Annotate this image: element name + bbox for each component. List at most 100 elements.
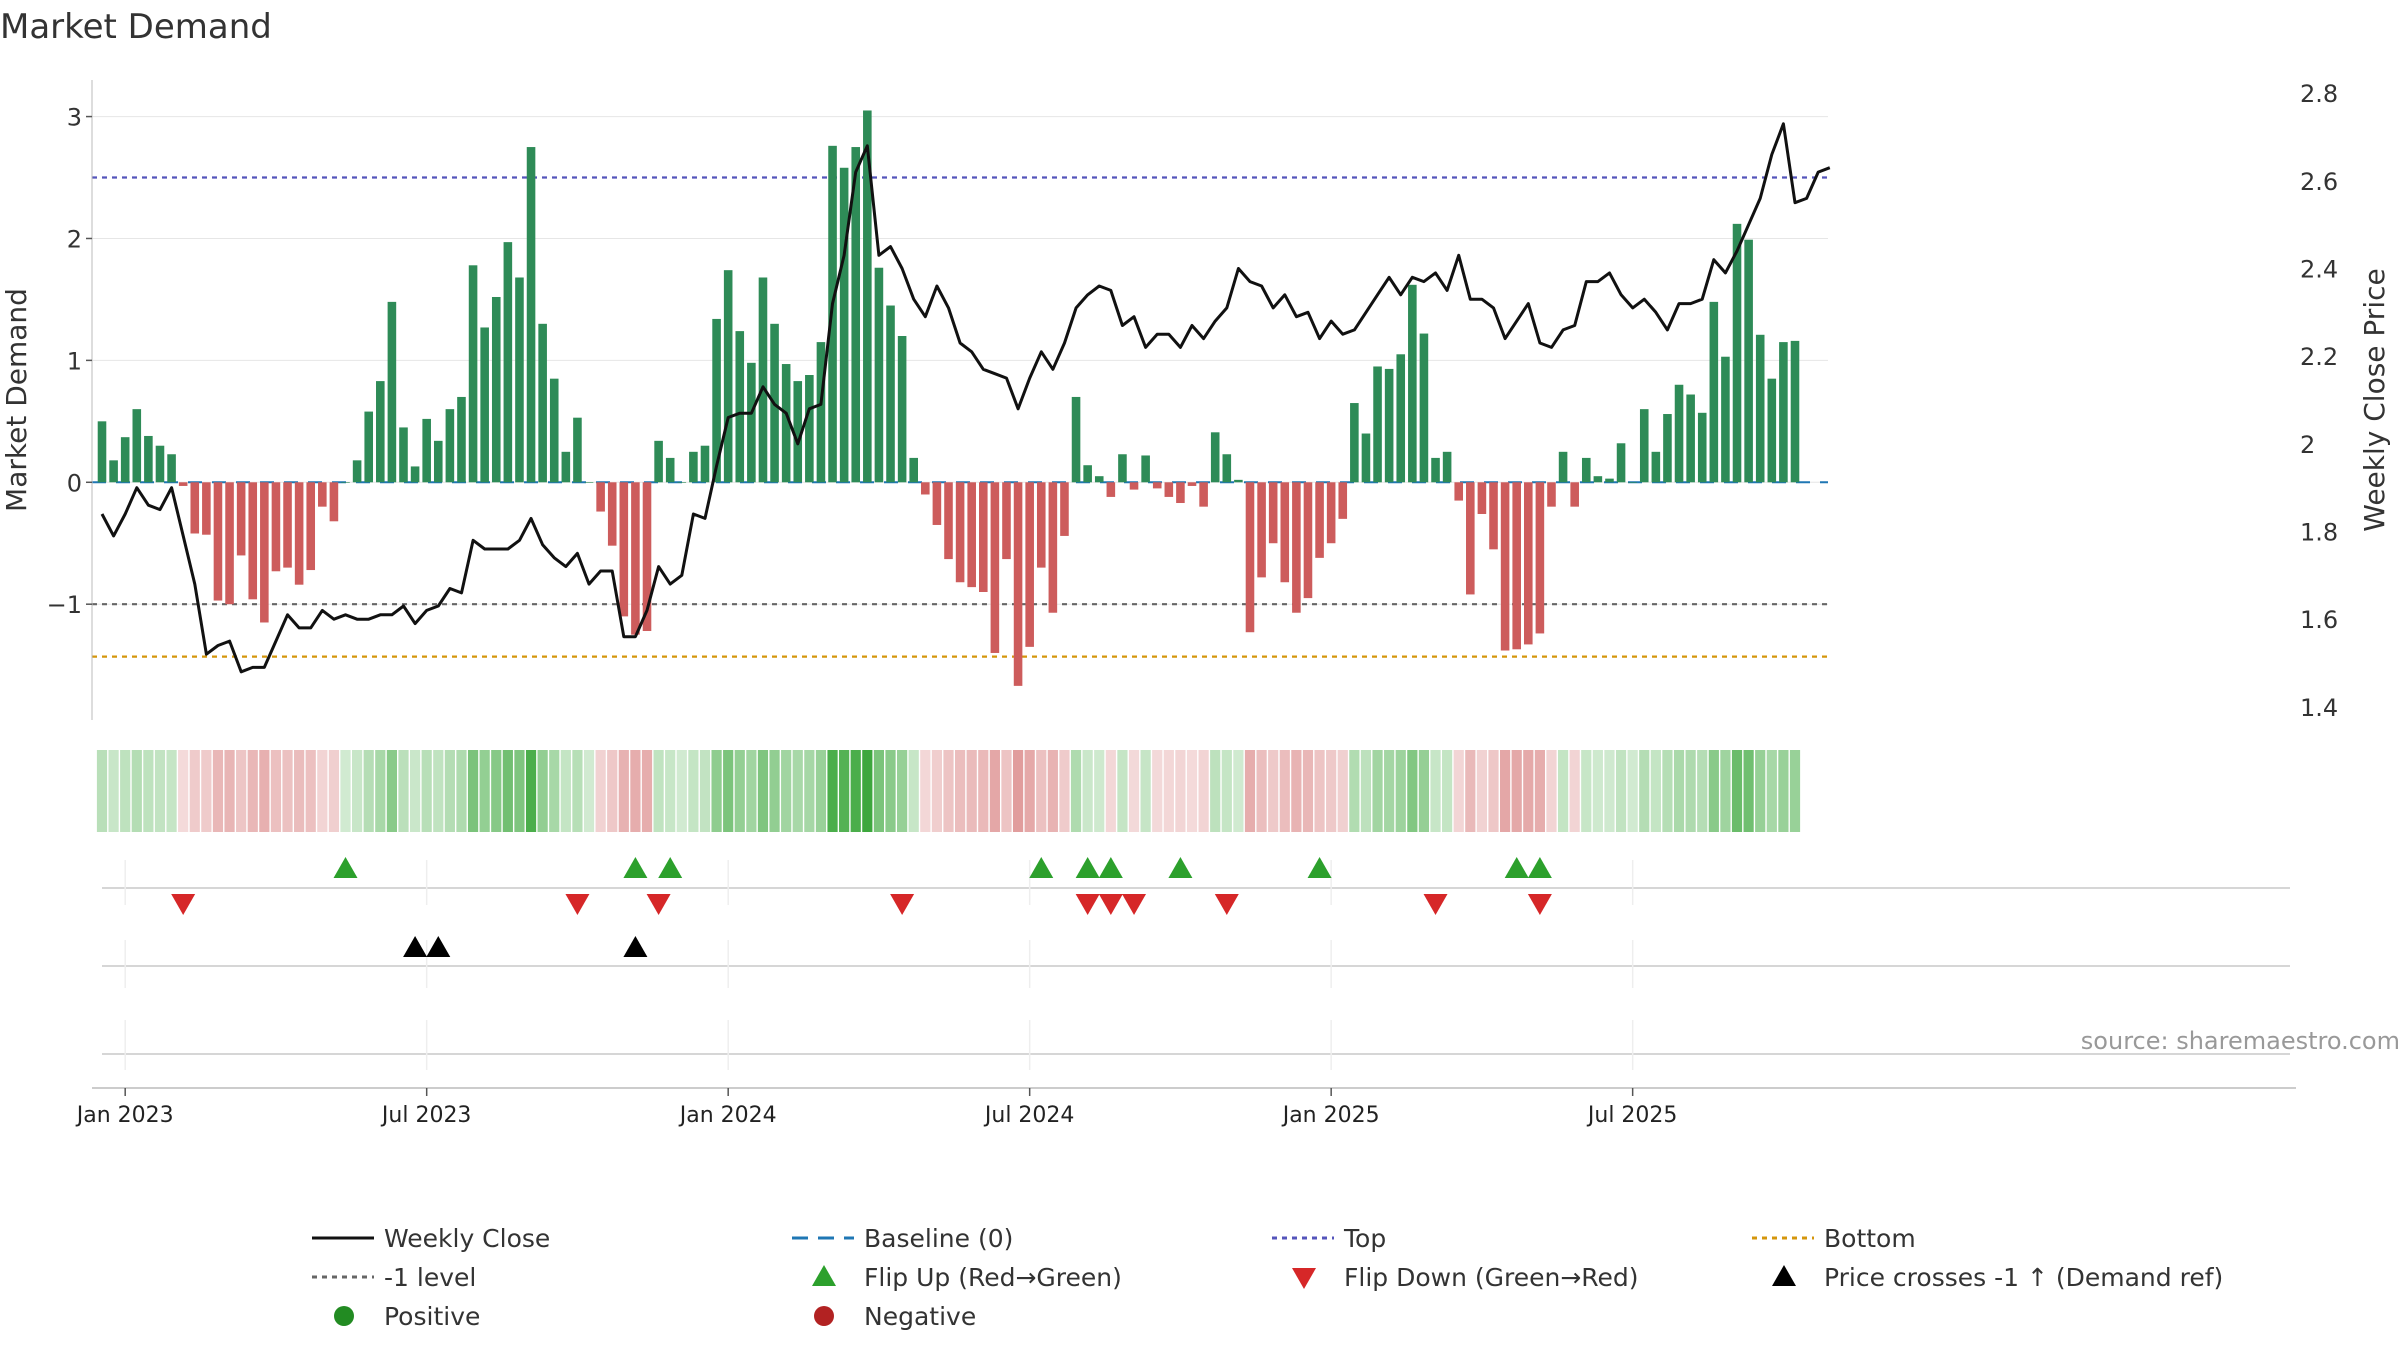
demand-bar xyxy=(1164,482,1174,497)
heat-cell xyxy=(1465,750,1476,832)
demand-bar xyxy=(839,167,849,483)
heat-cell xyxy=(1395,750,1406,832)
heat-cell xyxy=(908,750,919,832)
heat-cell xyxy=(1453,750,1464,832)
heat-cell xyxy=(1372,750,1383,832)
heat-cell xyxy=(1291,750,1302,832)
demand-bar xyxy=(225,482,234,605)
demand-bar xyxy=(155,445,165,483)
demand-bar xyxy=(1176,482,1185,504)
heat-cell xyxy=(1534,750,1545,832)
heat-cell xyxy=(537,750,548,832)
heat-cell xyxy=(1615,750,1627,832)
heat-cell xyxy=(247,750,258,832)
demand-bar xyxy=(561,451,571,483)
heat-cell xyxy=(143,750,154,832)
y-axis-right-label: Weekly Close Price xyxy=(2358,268,2391,531)
heat-cell xyxy=(1546,750,1557,832)
demand-bar xyxy=(979,482,988,592)
heat-cell xyxy=(978,750,989,832)
heat-cell xyxy=(444,750,455,832)
heat-cell xyxy=(641,750,653,832)
heat-cell xyxy=(1592,750,1603,832)
demand-bar xyxy=(1396,354,1406,483)
heat-cell xyxy=(549,750,560,832)
legend-swatch xyxy=(1292,1268,1316,1289)
x-tick-label: Jul 2023 xyxy=(380,1103,472,1128)
y-left-tick-label: −1 xyxy=(47,591,82,619)
heat-cell xyxy=(839,750,850,832)
heat-cell xyxy=(433,750,444,832)
demand-bar xyxy=(1245,482,1255,633)
demand-bar xyxy=(387,301,397,483)
price-series xyxy=(100,122,1831,674)
legend-swatch xyxy=(334,1306,354,1326)
legend-label: Flip Down (Green→Red) xyxy=(1344,1263,1639,1292)
demand-bar xyxy=(1524,482,1533,645)
heat-cell xyxy=(1743,750,1754,832)
demand-bar xyxy=(921,482,930,495)
flip-up-marker xyxy=(1168,857,1193,878)
heat-cell xyxy=(897,750,908,832)
heat-cell xyxy=(131,750,142,832)
heat-cell xyxy=(943,750,954,832)
heat-cell xyxy=(757,750,769,832)
demand-bar xyxy=(642,482,652,632)
demand-bar xyxy=(1744,239,1753,483)
demand-bar xyxy=(167,454,176,483)
heat-cell xyxy=(920,750,931,832)
flip-up-marker xyxy=(333,857,358,878)
flip-up-marker xyxy=(1075,857,1100,878)
heat-cell xyxy=(560,750,571,832)
demand-bar xyxy=(468,265,478,483)
demand-bar xyxy=(1373,366,1382,483)
x-axis: Jan 2023 Jul 2023 Jan 2024 Jul 2024 Jan 2025… xyxy=(75,1087,2296,1128)
heat-cell xyxy=(676,750,687,832)
legend-label: Baseline (0) xyxy=(864,1224,1013,1253)
demand-bar xyxy=(515,277,524,483)
demand-bar xyxy=(723,270,733,483)
demand-bar xyxy=(990,482,1000,653)
demand-bar xyxy=(213,482,223,601)
weekly-close-line xyxy=(100,122,1831,674)
heat-cell xyxy=(1778,750,1789,832)
heat-cell xyxy=(363,750,374,832)
demand-bar xyxy=(503,242,513,483)
demand-bar xyxy=(1755,334,1765,483)
flip-up-marker xyxy=(1504,857,1529,878)
heat-cell xyxy=(108,750,119,832)
flip-down-marker xyxy=(171,894,196,915)
heat-cell xyxy=(1256,750,1267,832)
demand-bar xyxy=(1767,378,1777,483)
demand-bar xyxy=(1048,482,1058,613)
demand-bar xyxy=(1222,454,1232,483)
flip-down-marker xyxy=(1527,894,1552,915)
legend: Weekly Close Baseline (0) Top Bottom -1 leve… xyxy=(312,1224,2223,1331)
flip-down-marker xyxy=(1122,894,1147,915)
demand-bar xyxy=(318,482,327,507)
demand-bar xyxy=(747,362,756,483)
demand-bar xyxy=(376,381,385,483)
demand-bar xyxy=(1721,356,1730,483)
heat-cell xyxy=(1569,750,1580,832)
heat-cell xyxy=(189,750,200,832)
heat-cell xyxy=(317,750,328,832)
heat-cell xyxy=(154,750,166,832)
heat-cell xyxy=(989,750,1000,832)
heat-cell xyxy=(1766,750,1777,832)
heat-cell xyxy=(1349,750,1360,832)
flip-up-marker xyxy=(1527,857,1552,878)
demand-bar xyxy=(654,440,663,483)
demand-bar xyxy=(1547,482,1556,507)
heat-cell xyxy=(340,750,351,832)
heat-cell xyxy=(1488,750,1499,832)
heat-cell xyxy=(572,750,583,832)
legend-swatch xyxy=(812,1265,836,1286)
demand-bar xyxy=(1697,412,1707,483)
heat-cell xyxy=(1523,750,1534,832)
demand-bar xyxy=(967,482,976,588)
demand-bar xyxy=(1466,482,1475,595)
demand-bar xyxy=(1663,414,1672,483)
heat-cell xyxy=(1662,750,1673,832)
demand-bar xyxy=(1454,482,1464,501)
